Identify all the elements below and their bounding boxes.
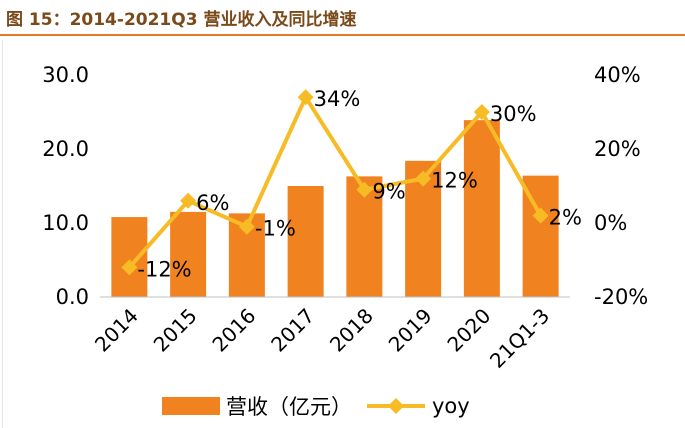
yoy-data-label: -1% (255, 217, 296, 241)
yoy-data-label: 34% (314, 87, 361, 111)
bars-layer (111, 120, 559, 297)
yoy-point-2016 (238, 218, 255, 235)
revenue-bar-2015 (170, 211, 207, 297)
yoy-point-2019 (415, 170, 432, 187)
x-axis-tick-2014: 2014 (90, 304, 143, 357)
legend-label-revenue: 营收（亿元） (226, 395, 352, 419)
left-border-line (2, 40, 3, 428)
line-layer (121, 89, 549, 276)
left-axis-tick: 20.0 (42, 137, 89, 161)
left-axis-tick: 0.0 (56, 285, 89, 309)
revenue-bar-2014 (111, 217, 148, 297)
right-axis-tick: 20% (594, 137, 641, 161)
yoy-point-2020 (473, 104, 490, 120)
legend-marker-yoy (388, 398, 404, 414)
title-underline (0, 34, 685, 36)
yoy-line (127, 95, 543, 269)
legend-label-yoy: yoy (432, 394, 470, 418)
yoy-data-label: -12% (137, 257, 191, 281)
yoy-data-label: 6% (196, 191, 229, 215)
yoy-data-label: 12% (431, 169, 478, 193)
yoy-data-label: 2% (549, 206, 582, 230)
x-axis-tick-2017: 2017 (266, 304, 319, 357)
left-axis-tick: 10.0 (42, 211, 89, 235)
right-axis-tick: 0% (594, 211, 627, 235)
figure-title: 图 15：2014-2021Q3 营业收入及同比增速 (6, 10, 357, 30)
labels-layer: -12% 6% -1% 34% 9% 12% 30% 2% (137, 87, 582, 281)
x-axis-tick-2020: 2020 (442, 304, 495, 357)
x-axis-tick-21Q1-3: 21Q1-3 (485, 304, 554, 373)
legend: 营收（亿元） yoy (162, 394, 470, 419)
x-axis-tick-2015: 2015 (149, 304, 202, 357)
revenue-bar-2017 (287, 186, 324, 297)
yoy-point-2015 (180, 192, 197, 209)
revenue-bar-2020 (463, 120, 500, 297)
yoy-point-21Q1-3 (532, 207, 549, 224)
x-axis-tick-2019: 2019 (384, 304, 437, 357)
x-axis-tick-2018: 2018 (325, 304, 378, 357)
right-axis-tick: -20% (594, 285, 648, 309)
yoy-point-2017 (297, 89, 314, 106)
left-axis-tick: 30.0 (42, 63, 89, 87)
figure-title-bar: 图 15：2014-2021Q3 营业收入及同比增速 (0, 0, 685, 36)
yoy-data-label: 30% (490, 102, 537, 126)
right-axis-tick: 40% (594, 63, 641, 87)
x-axis-tick-2016: 2016 (207, 304, 260, 357)
yoy-point-2014 (121, 259, 138, 276)
yoy-data-label: 9% (372, 180, 405, 204)
legend-swatch-revenue (162, 397, 220, 415)
yoy-point-2018 (356, 181, 373, 198)
